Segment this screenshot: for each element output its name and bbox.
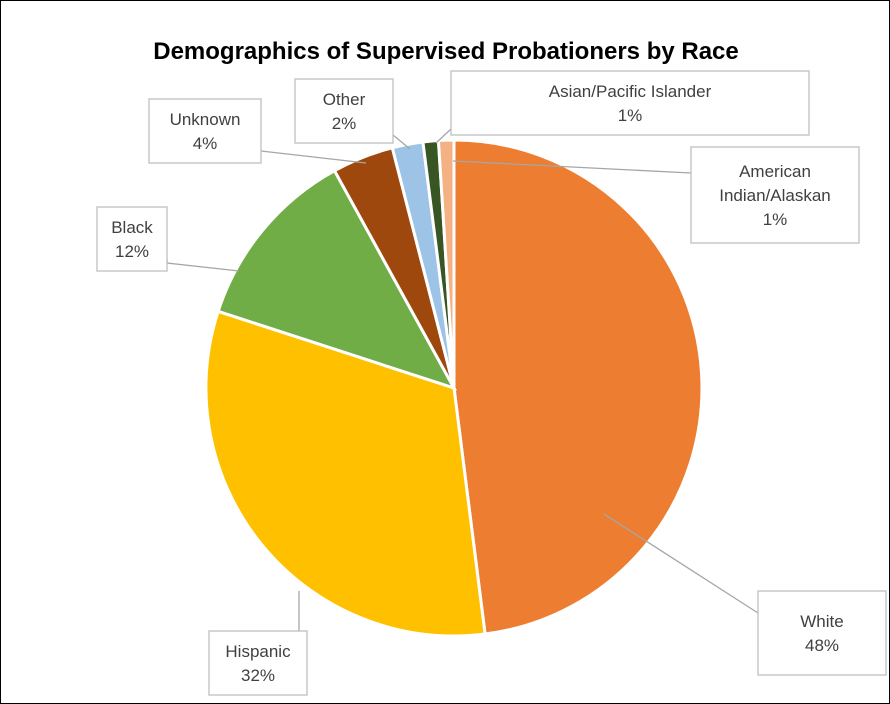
data-label-value: 12% (115, 242, 149, 261)
data-label-other: Other 2% (294, 78, 394, 144)
data-label-category: White (800, 612, 843, 631)
data-label-value: 1% (763, 210, 788, 229)
pie-slice-white (452, 138, 704, 636)
data-labels: White 48% Hispanic 32% Black 12% Unknown 4% Othe… (96, 70, 887, 696)
label-box (148, 98, 262, 164)
label-box (690, 146, 860, 244)
data-label-category: Unknown (170, 110, 241, 129)
chart-title: Demographics of Supervised Probationers … (153, 38, 739, 65)
label-box (294, 78, 394, 144)
leader-lines (166, 128, 759, 631)
data-label-value: 2% (332, 114, 357, 133)
label-box (96, 206, 168, 272)
data-label-value: 4% (193, 134, 218, 153)
leader-line (435, 128, 452, 144)
data-label-value: 1% (618, 106, 643, 125)
pie-slice-black (216, 168, 458, 391)
data-label-category: Indian/Alaskan (719, 186, 831, 205)
leader-line (166, 259, 240, 272)
pie-slices (204, 138, 704, 638)
data-label-category: American (739, 162, 811, 181)
data-label-value: 48% (805, 636, 839, 655)
leader-line (603, 513, 759, 614)
leader-line (260, 150, 367, 164)
pie-slice-hispanic (204, 309, 487, 638)
label-box (450, 70, 810, 136)
data-label-american-indian-alaskan: American Indian/Alaskan 1% (690, 146, 860, 244)
label-box (208, 630, 308, 696)
data-label-category: Asian/Pacific Islander (549, 82, 712, 101)
leader-line (452, 160, 692, 174)
data-label-white: White 48% (757, 590, 887, 676)
data-label-value: 32% (241, 666, 275, 685)
data-label-hispanic: Hispanic 32% (208, 630, 308, 696)
data-label-category: Hispanic (225, 642, 291, 661)
data-label-black: Black 12% (96, 206, 168, 272)
label-box (757, 590, 887, 676)
leader-line (392, 134, 411, 150)
data-label-category: Black (111, 218, 153, 237)
data-label-unknown: Unknown 4% (148, 98, 262, 164)
data-label-category: Other (323, 90, 366, 109)
data-label-asian-pacific-islander: Asian/Pacific Islander 1% (450, 70, 810, 136)
